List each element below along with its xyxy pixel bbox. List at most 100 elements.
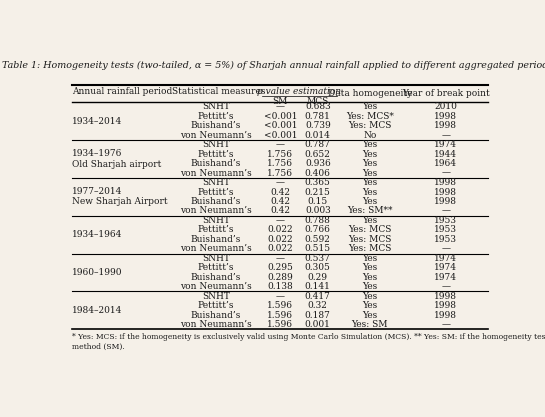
- Text: 0.022: 0.022: [268, 226, 293, 234]
- Text: 1998: 1998: [434, 197, 457, 206]
- Text: 1944: 1944: [434, 150, 457, 158]
- Text: 1953: 1953: [434, 235, 457, 244]
- Text: —: —: [276, 254, 285, 263]
- Text: —: —: [276, 178, 285, 187]
- Text: —: —: [441, 168, 450, 178]
- Text: 1964: 1964: [434, 159, 457, 168]
- Text: Pettitt’s: Pettitt’s: [198, 150, 234, 158]
- Text: 0.003: 0.003: [305, 206, 331, 216]
- Text: Yes: Yes: [362, 102, 378, 111]
- Text: SNHT: SNHT: [202, 254, 230, 263]
- Text: —: —: [441, 206, 450, 216]
- Text: No: No: [363, 131, 377, 140]
- Text: 1998: 1998: [434, 188, 457, 196]
- Text: —: —: [441, 320, 450, 329]
- Text: 0.515: 0.515: [305, 244, 331, 254]
- Text: Pettitt’s: Pettitt’s: [198, 188, 234, 196]
- Text: 1974: 1974: [434, 140, 457, 149]
- Text: Yes: Yes: [362, 292, 378, 301]
- Text: von Neumann’s: von Neumann’s: [180, 131, 252, 140]
- Text: von Neumann’s: von Neumann’s: [180, 244, 252, 254]
- Text: 1.756: 1.756: [268, 168, 293, 178]
- Text: <0.001: <0.001: [264, 121, 297, 130]
- Text: 1984–2014: 1984–2014: [72, 306, 123, 315]
- Text: Pettitt’s: Pettitt’s: [198, 226, 234, 234]
- Text: Buishand’s: Buishand’s: [191, 235, 241, 244]
- Text: von Neumann’s: von Neumann’s: [180, 206, 252, 216]
- Text: Yes: SM: Yes: SM: [352, 320, 388, 329]
- Text: 0.936: 0.936: [305, 159, 331, 168]
- Text: Yes: Yes: [362, 150, 378, 158]
- Text: 0.289: 0.289: [268, 273, 293, 282]
- Text: Yes: Yes: [362, 159, 378, 168]
- Text: Yes: Yes: [362, 254, 378, 263]
- Text: 1934–1976
Old Sharjah airport: 1934–1976 Old Sharjah airport: [72, 149, 162, 168]
- Text: 1.596: 1.596: [268, 311, 293, 320]
- Text: Buishand’s: Buishand’s: [191, 159, 241, 168]
- Text: * Yes: MCS: if the homogeneity is exclusively valid using Monte Carlo Simulation: * Yes: MCS: if the homogeneity is exclus…: [72, 333, 545, 350]
- Text: SNHT: SNHT: [202, 216, 230, 225]
- Text: Yes: MCS*: Yes: MCS*: [346, 112, 393, 121]
- Text: p value estimation: p value estimation: [257, 87, 341, 96]
- Text: Pettitt’s: Pettitt’s: [198, 301, 234, 310]
- Text: 0.42: 0.42: [270, 197, 290, 206]
- Text: 0.652: 0.652: [305, 150, 331, 158]
- Text: 1.756: 1.756: [268, 150, 293, 158]
- Text: Yes: Yes: [362, 188, 378, 196]
- Text: SM: SM: [272, 97, 288, 106]
- Text: von Neumann’s: von Neumann’s: [180, 320, 252, 329]
- Text: Yes: Yes: [362, 140, 378, 149]
- Text: 0.29: 0.29: [308, 273, 328, 282]
- Text: 1953: 1953: [434, 216, 457, 225]
- Text: 0.022: 0.022: [268, 235, 293, 244]
- Text: 0.787: 0.787: [305, 140, 331, 149]
- Text: Buishand’s: Buishand’s: [191, 311, 241, 320]
- Text: von Neumann’s: von Neumann’s: [180, 168, 252, 178]
- Text: 1974: 1974: [434, 273, 457, 282]
- Text: 0.739: 0.739: [305, 121, 331, 130]
- Text: —: —: [441, 131, 450, 140]
- Text: Buishand’s: Buishand’s: [191, 273, 241, 282]
- Text: SNHT: SNHT: [202, 178, 230, 187]
- Text: 0.683: 0.683: [305, 102, 331, 111]
- Text: 0.295: 0.295: [268, 263, 293, 272]
- Text: 0.138: 0.138: [268, 282, 293, 291]
- Text: Buishand’s: Buishand’s: [191, 121, 241, 130]
- Text: —: —: [276, 216, 285, 225]
- Text: Yes: MCS: Yes: MCS: [348, 244, 391, 254]
- Text: 0.014: 0.014: [305, 131, 331, 140]
- Text: Yes: Yes: [362, 168, 378, 178]
- Text: 1974: 1974: [434, 263, 457, 272]
- Text: —: —: [441, 244, 450, 254]
- Text: 0.305: 0.305: [305, 263, 331, 272]
- Text: 1934–2014: 1934–2014: [72, 116, 123, 126]
- Text: 0.32: 0.32: [308, 301, 328, 310]
- Text: Year of break point: Year of break point: [402, 89, 489, 98]
- Text: 1998: 1998: [434, 121, 457, 130]
- Text: Yes: Yes: [362, 216, 378, 225]
- Text: 1998: 1998: [434, 311, 457, 320]
- Text: 0.365: 0.365: [305, 178, 331, 187]
- Text: Yes: Yes: [362, 282, 378, 291]
- Text: Buishand’s: Buishand’s: [191, 197, 241, 206]
- Text: —: —: [276, 102, 285, 111]
- Text: 0.187: 0.187: [305, 311, 331, 320]
- Text: 1953: 1953: [434, 226, 457, 234]
- Text: Data homogeneity: Data homogeneity: [328, 89, 412, 98]
- Text: 0.537: 0.537: [305, 254, 331, 263]
- Text: 0.42: 0.42: [270, 206, 290, 216]
- Text: 1960–1990: 1960–1990: [72, 268, 123, 277]
- Text: 0.42: 0.42: [270, 188, 290, 196]
- Text: Yes: Yes: [362, 311, 378, 320]
- Text: von Neumann’s: von Neumann’s: [180, 282, 252, 291]
- Text: 0.15: 0.15: [308, 197, 328, 206]
- Text: Yes: Yes: [362, 197, 378, 206]
- Text: —: —: [276, 140, 285, 149]
- Text: Pettitt’s: Pettitt’s: [198, 112, 234, 121]
- Text: SNHT: SNHT: [202, 292, 230, 301]
- Text: 0.766: 0.766: [305, 226, 331, 234]
- Text: 0.781: 0.781: [305, 112, 331, 121]
- Text: 0.417: 0.417: [305, 292, 331, 301]
- Text: 1974: 1974: [434, 254, 457, 263]
- Text: Yes: MCS: Yes: MCS: [348, 121, 391, 130]
